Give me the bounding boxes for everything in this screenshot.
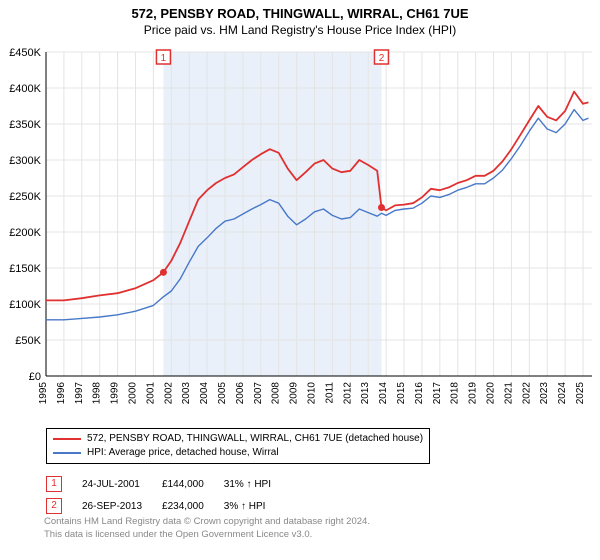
footer-line-1: Contains HM Land Registry data © Crown c… <box>44 516 370 529</box>
legend-label: 572, PENSBY ROAD, THINGWALL, WIRRAL, CH6… <box>87 432 423 446</box>
title-sub: Price paid vs. HM Land Registry's House … <box>0 23 600 37</box>
x-tick-label: 2000 <box>128 382 139 405</box>
y-tick-label: £100K <box>9 299 41 311</box>
sales-row-idx: 2 <box>46 498 62 514</box>
x-tick-label: 1999 <box>110 382 121 405</box>
y-tick-label: £150K <box>9 263 41 275</box>
sale-marker-dot <box>378 204 385 211</box>
ownership-band <box>163 52 381 376</box>
sales-table: 1 24-JUL-2001£144,00031% ↑ HPI 2 26-SEP-201… <box>44 472 291 518</box>
x-tick-label: 2021 <box>503 382 514 405</box>
title-block: 572, PENSBY ROAD, THINGWALL, WIRRAL, CH6… <box>0 0 600 37</box>
y-tick-label: £350K <box>9 119 41 131</box>
y-tick-label: £50K <box>15 335 41 347</box>
x-tick-label: 2015 <box>396 382 407 405</box>
y-tick-label: £300K <box>9 155 41 167</box>
x-tick-label: 1997 <box>74 382 85 405</box>
x-tick-label: 2019 <box>468 382 479 405</box>
x-tick-label: 2023 <box>539 382 550 405</box>
x-tick-label: 2012 <box>342 382 353 405</box>
x-tick-label: 2020 <box>486 382 497 405</box>
legend-swatch <box>53 438 81 440</box>
chart-svg: £0 £50K £100K £150K £200K £250K £300K £350K £400… <box>0 46 600 416</box>
x-tick-label: 2001 <box>145 382 156 405</box>
x-tick-label: 2016 <box>414 382 425 405</box>
sale-marker-idx: 1 <box>161 53 167 64</box>
sales-row-date: 24-JUL-2001 <box>82 474 160 494</box>
chart: £0 £50K £100K £150K £200K £250K £300K £350K £400… <box>0 46 600 416</box>
legend-row: HPI: Average price, detached house, Wirr… <box>53 446 423 460</box>
x-tick-label: 2024 <box>557 382 568 405</box>
x-tick-label: 2018 <box>450 382 461 405</box>
sales-row-price: £234,000 <box>162 496 222 516</box>
legend-swatch <box>53 452 81 454</box>
legend-row: 572, PENSBY ROAD, THINGWALL, WIRRAL, CH6… <box>53 432 423 446</box>
x-tick-label: 2002 <box>163 382 174 405</box>
x-tick-label: 2003 <box>181 382 192 405</box>
sales-row-price: £144,000 <box>162 474 222 494</box>
x-tick-label: 2006 <box>235 382 246 405</box>
x-tick-label: 1995 <box>38 382 49 405</box>
x-tick-label: 2004 <box>199 382 210 405</box>
x-tick-label: 2013 <box>360 382 371 405</box>
y-tick-label: £400K <box>9 83 41 95</box>
x-tick-label: 2007 <box>253 382 264 405</box>
x-tick-label: 2025 <box>575 382 586 405</box>
y-tick-label: £250K <box>9 191 41 203</box>
sales-row-date: 26-SEP-2013 <box>82 496 160 516</box>
sale-marker-dot <box>160 269 167 276</box>
y-tick-label: £450K <box>9 47 41 59</box>
footer: Contains HM Land Registry data © Crown c… <box>44 516 370 542</box>
x-tick-label: 2005 <box>217 382 228 405</box>
y-tick-label: £200K <box>9 227 41 239</box>
y-tick-label: £0 <box>29 371 41 383</box>
footer-line-2: This data is licensed under the Open Gov… <box>44 529 370 542</box>
sale-marker-idx: 2 <box>379 53 385 64</box>
x-tick-label: 2022 <box>521 382 532 405</box>
sales-row: 1 24-JUL-2001£144,00031% ↑ HPI <box>46 474 289 494</box>
x-tick-label: 2008 <box>271 382 282 405</box>
x-tick-label: 2017 <box>432 382 443 405</box>
x-tick-label: 2010 <box>307 382 318 405</box>
sales-row-delta: 31% ↑ HPI <box>224 474 289 494</box>
sales-row-idx: 1 <box>46 476 62 492</box>
legend-label: HPI: Average price, detached house, Wirr… <box>87 446 279 460</box>
sales-row-delta: 3% ↑ HPI <box>224 496 289 516</box>
x-tick-label: 1996 <box>56 382 67 405</box>
x-tick-label: 2014 <box>378 382 389 405</box>
x-tick-label: 2009 <box>289 382 300 405</box>
title-main: 572, PENSBY ROAD, THINGWALL, WIRRAL, CH6… <box>0 6 600 21</box>
sales-row: 2 26-SEP-2013£234,0003% ↑ HPI <box>46 496 289 516</box>
x-tick-label: 1998 <box>92 382 103 405</box>
x-tick-label: 2011 <box>324 382 335 404</box>
legend: 572, PENSBY ROAD, THINGWALL, WIRRAL, CH6… <box>46 428 430 464</box>
